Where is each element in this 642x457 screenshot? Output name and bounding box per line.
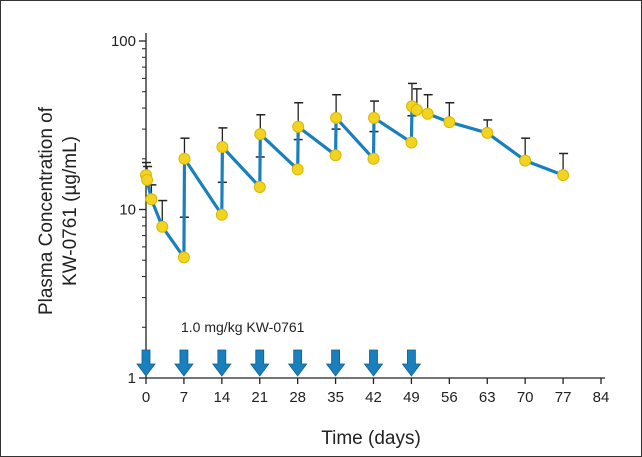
x-tick-label: 42 <box>365 389 382 406</box>
data-point <box>292 120 305 133</box>
x-tick-label: 7 <box>180 389 188 406</box>
x-tick-label: 70 <box>517 389 534 406</box>
data-point <box>405 136 418 149</box>
y-axis-title-line2: KW-0761 (µg/mL) <box>60 136 81 286</box>
y-axis-title-line1: Plasma Concentration of <box>36 106 57 315</box>
dose-arrow <box>287 349 308 377</box>
x-tick-label: 14 <box>213 389 230 406</box>
dose-arrow <box>212 349 232 377</box>
dose-annotation: 1.0 mg/kg KW-0761 <box>181 319 305 335</box>
data-point <box>254 128 267 141</box>
x-tick-label: 0 <box>142 389 150 406</box>
concentration-line <box>144 104 564 259</box>
dose-arrow <box>325 349 346 377</box>
axes <box>139 33 605 384</box>
dose-arrow <box>249 349 270 377</box>
tick-labels: 1 10 100 0 7 14 21 28 35 42 49 56 63 70 77 84 <box>111 33 609 406</box>
data-point <box>141 173 154 186</box>
data-point <box>481 126 494 139</box>
y-tick-label: 100 <box>111 33 136 50</box>
dose-arrow <box>401 349 422 377</box>
x-tick-label: 77 <box>555 389 572 406</box>
x-tick-label: 84 <box>593 389 610 406</box>
dose-arrow <box>174 349 194 377</box>
dose-arrow <box>363 349 384 377</box>
data-point <box>291 163 304 176</box>
error-bars <box>142 82 569 258</box>
x-axis-title: Time (days) <box>321 428 421 449</box>
data-point <box>367 152 380 165</box>
data-point <box>329 149 342 162</box>
x-tick-label: 28 <box>289 389 306 406</box>
data-point <box>145 193 158 206</box>
x-tick-label: 63 <box>479 389 496 406</box>
series-line <box>144 104 564 259</box>
data-point <box>368 111 381 124</box>
data-point <box>156 220 169 233</box>
data-points <box>140 100 570 264</box>
dose-arrows <box>136 349 422 377</box>
y-tick-label: 1 <box>128 370 136 387</box>
dose-arrow <box>136 349 156 377</box>
x-tick-label: 56 <box>441 389 458 406</box>
x-tick-label: 35 <box>327 389 344 406</box>
x-tick-label: 49 <box>403 389 420 406</box>
data-point <box>215 208 228 221</box>
data-point <box>410 103 423 116</box>
data-point <box>253 180 266 193</box>
data-point <box>177 251 190 264</box>
data-point <box>519 154 532 167</box>
x-tick-label: 21 <box>251 389 268 406</box>
data-point <box>443 116 456 129</box>
y-axis-title: Plasma Concentration of KW-0761 (µg/mL) <box>36 106 81 315</box>
data-point <box>421 107 434 120</box>
y-tick-label: 10 <box>119 202 136 219</box>
data-point <box>178 152 191 165</box>
data-point <box>216 140 229 153</box>
data-point <box>330 111 343 124</box>
data-point <box>557 169 570 182</box>
